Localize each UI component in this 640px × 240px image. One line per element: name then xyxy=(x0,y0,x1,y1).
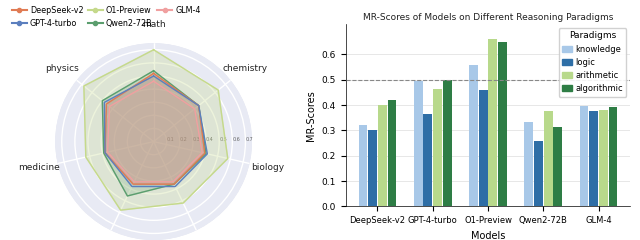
Bar xyxy=(388,100,396,206)
Bar xyxy=(378,105,387,206)
X-axis label: Models: Models xyxy=(471,231,505,240)
Bar xyxy=(414,81,422,206)
Y-axis label: MR-Scores: MR-Scores xyxy=(306,90,316,141)
Bar xyxy=(479,90,488,206)
Bar xyxy=(443,80,452,206)
Bar xyxy=(433,89,442,206)
Polygon shape xyxy=(108,81,202,182)
Bar xyxy=(524,121,533,206)
Polygon shape xyxy=(55,43,252,240)
Polygon shape xyxy=(84,50,228,210)
Bar xyxy=(589,111,598,206)
Legend: DeepSeek-v2, GPT-4-turbo, O1-Preview, Qwen2-72B, GLM-4: DeepSeek-v2, GPT-4-turbo, O1-Preview, Qw… xyxy=(10,4,202,29)
Bar xyxy=(599,110,608,206)
Bar xyxy=(488,39,497,206)
Bar xyxy=(543,111,552,206)
Bar xyxy=(424,114,433,206)
Bar xyxy=(498,42,507,206)
Polygon shape xyxy=(102,71,206,196)
Bar xyxy=(469,65,478,206)
Bar xyxy=(368,130,377,206)
Bar xyxy=(554,127,562,206)
Title: MR-Scores of Models on Different Reasoning Paradigms: MR-Scores of Models on Different Reasoni… xyxy=(363,13,613,22)
Bar xyxy=(609,107,618,206)
Bar xyxy=(580,106,588,206)
Bar xyxy=(534,141,543,206)
Bar xyxy=(358,125,367,206)
Polygon shape xyxy=(105,73,205,184)
Legend: knowledge, logic, arithmetic, algorithmic: knowledge, logic, arithmetic, algorithmi… xyxy=(559,28,626,96)
Polygon shape xyxy=(104,76,207,186)
